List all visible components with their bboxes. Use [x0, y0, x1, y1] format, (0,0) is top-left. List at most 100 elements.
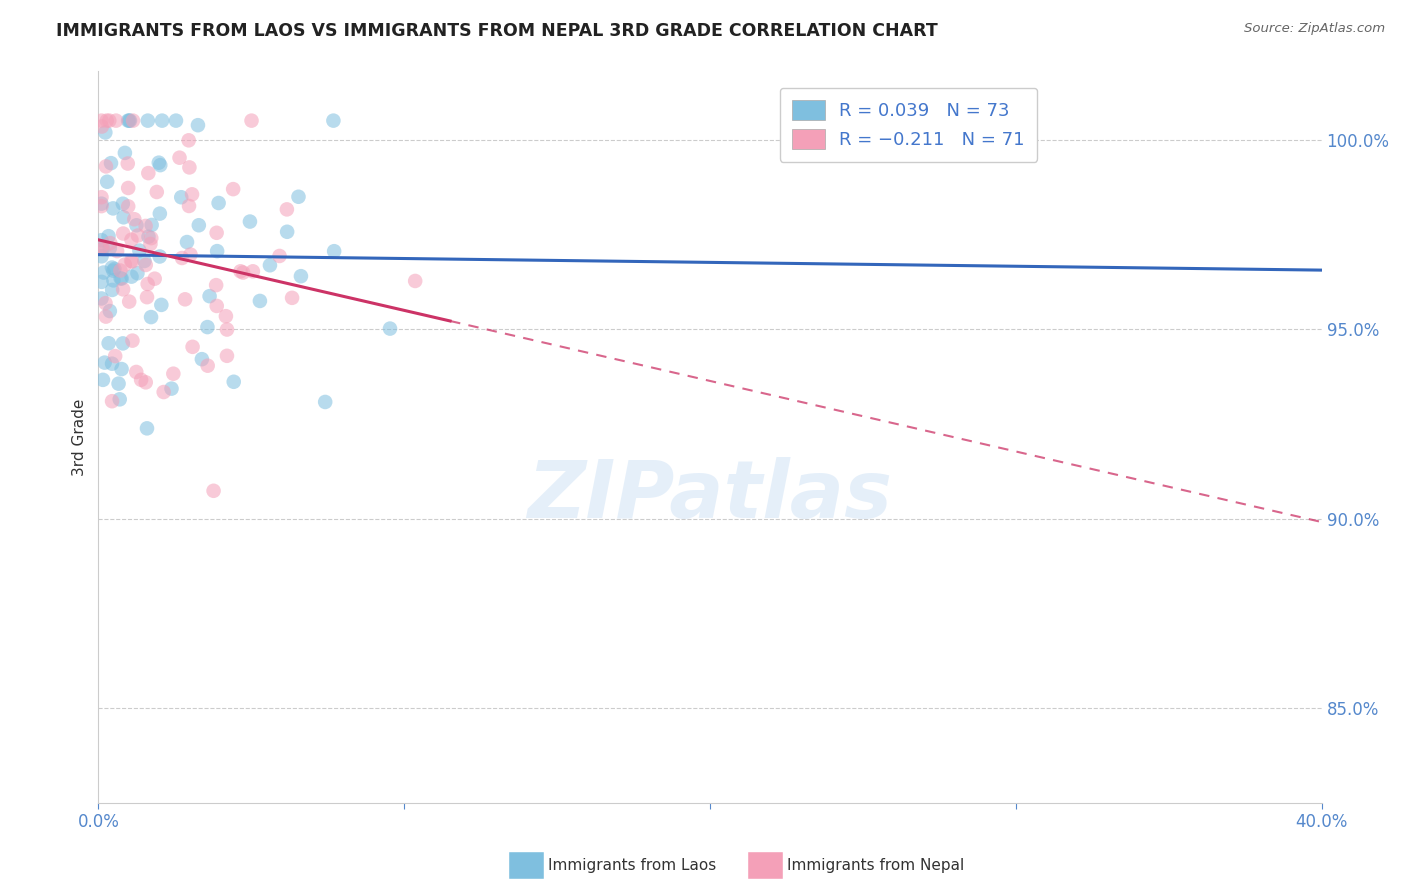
Point	[110, 271, 132, 285]
Point	[91, 242, 114, 256]
Point	[127, 228, 149, 243]
Point	[136, 290, 159, 304]
Point	[128, 244, 150, 258]
Point	[117, 181, 139, 195]
Point	[90, 190, 112, 204]
Point	[170, 190, 193, 204]
Point	[239, 214, 262, 228]
Point	[94, 310, 117, 324]
Point	[90, 199, 112, 213]
Point	[222, 182, 245, 196]
Point	[121, 334, 143, 348]
Point	[136, 166, 159, 180]
Point	[205, 244, 228, 259]
Point	[111, 271, 134, 285]
Point	[103, 273, 125, 287]
Point	[98, 236, 121, 251]
Point	[93, 266, 115, 280]
Point	[138, 229, 160, 244]
Point	[101, 394, 124, 409]
Point	[98, 113, 121, 128]
Point	[135, 219, 157, 233]
Point	[124, 212, 146, 227]
Point	[176, 235, 198, 249]
Point	[141, 218, 163, 232]
Point	[205, 226, 228, 240]
Point	[281, 291, 304, 305]
Point	[181, 340, 204, 354]
Point	[143, 271, 166, 285]
Point	[108, 392, 131, 407]
Point	[165, 113, 187, 128]
Point	[150, 298, 173, 312]
Point	[139, 310, 162, 324]
Point	[103, 261, 125, 276]
Point	[150, 113, 173, 128]
Point	[90, 113, 112, 128]
Point	[101, 202, 124, 216]
Point	[240, 113, 263, 128]
Point	[162, 367, 184, 381]
Point	[97, 229, 120, 244]
Point	[170, 251, 193, 265]
Point	[232, 266, 254, 280]
Point	[215, 322, 238, 336]
Point	[96, 175, 118, 189]
Point	[120, 233, 142, 247]
Point	[97, 336, 120, 351]
Point	[120, 253, 142, 268]
Point	[181, 187, 204, 202]
Point	[125, 219, 148, 233]
Point	[90, 249, 112, 263]
Point	[127, 266, 149, 280]
Point	[121, 254, 143, 268]
Point	[125, 365, 148, 379]
Point	[122, 113, 145, 128]
Point	[118, 294, 141, 309]
Point	[259, 258, 281, 272]
Point	[148, 155, 170, 169]
Point	[378, 321, 401, 335]
Point	[90, 233, 112, 247]
Point	[93, 242, 115, 256]
Point	[146, 185, 169, 199]
Point	[187, 219, 209, 233]
Point	[100, 156, 122, 170]
Point	[314, 395, 336, 409]
Point	[136, 421, 159, 435]
Y-axis label: 3rd Grade: 3rd Grade	[72, 399, 87, 475]
Point	[90, 292, 112, 306]
Point	[197, 359, 219, 373]
Point	[111, 196, 134, 211]
Point	[323, 244, 346, 259]
Legend: R = 0.039   N = 73, R = −0.211   N = 71: R = 0.039 N = 73, R = −0.211 N = 71	[780, 87, 1038, 161]
Point	[191, 352, 214, 367]
Text: ZIPatlas: ZIPatlas	[527, 457, 893, 534]
Point	[101, 260, 124, 275]
Point	[104, 349, 127, 363]
Point	[117, 113, 139, 128]
Point	[152, 384, 174, 399]
Point	[197, 320, 219, 334]
Point	[198, 289, 221, 303]
Point	[112, 211, 135, 225]
Point	[135, 258, 157, 272]
Point	[222, 375, 245, 389]
Point	[90, 275, 112, 289]
Point	[110, 263, 132, 277]
Point	[107, 376, 129, 391]
Point	[249, 293, 271, 308]
Point	[112, 227, 135, 241]
Point	[177, 133, 200, 147]
Point	[149, 206, 172, 220]
Point	[90, 196, 112, 211]
Point	[141, 231, 163, 245]
Point	[179, 161, 201, 175]
Point	[96, 113, 118, 128]
Point	[229, 264, 252, 278]
Point	[205, 299, 228, 313]
Point	[177, 199, 200, 213]
Point	[118, 113, 141, 128]
Point	[90, 240, 112, 254]
Point	[215, 349, 238, 363]
